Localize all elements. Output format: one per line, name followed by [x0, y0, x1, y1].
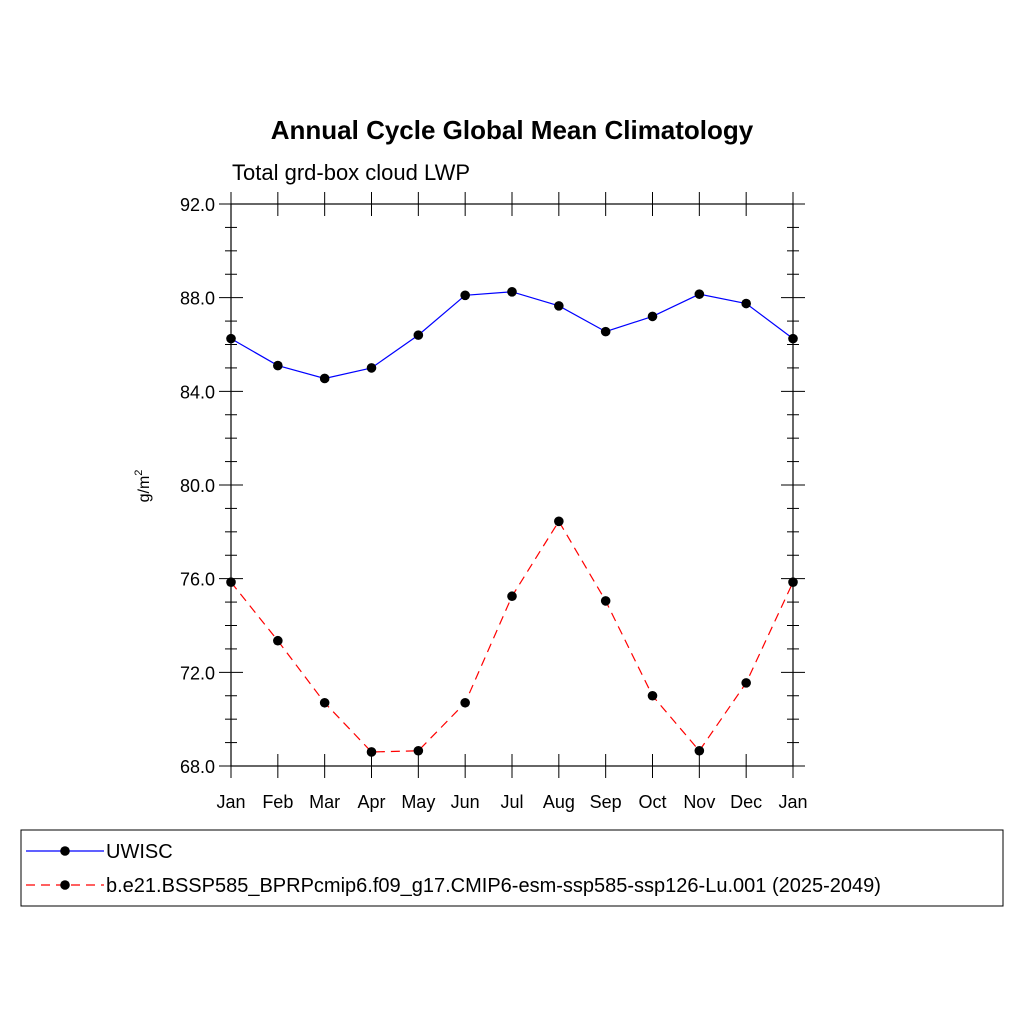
data-point-1-9: [647, 690, 658, 701]
x-tick-label: Mar: [309, 792, 340, 812]
data-point-0-10: [694, 289, 705, 299]
x-tick-labels: Jan Feb Mar Apr May Jun Jul Aug Sep Oct Nov Dec Jan: [216, 792, 807, 812]
legend-box: [20, 829, 1004, 907]
x-tick-label: Jan: [216, 792, 245, 812]
x-tick-label: Sep: [590, 792, 622, 812]
data-point-1-11: [741, 678, 751, 688]
legend: UWISC b.e21.BSSP585_BPRPcmip6.f09_g17.CM…: [20, 829, 1004, 907]
legend-marker-model: [60, 880, 70, 890]
y-tick-label: 68.0: [180, 757, 215, 777]
series-line-0: [230, 291, 794, 380]
legend-entry-model: b.e21.BSSP585_BPRPcmip6.f09_g17.CMIP6-es…: [26, 875, 881, 897]
x-tick-label: Feb: [262, 792, 293, 812]
y-axis-label: g/m2: [133, 470, 153, 503]
data-point-1-4: [413, 745, 424, 756]
data-point-0-6: [507, 287, 517, 297]
data-point-1-6: [507, 591, 517, 602]
x-tick-label: Jun: [451, 792, 480, 812]
legend-entry-uwisc: UWISC: [26, 841, 173, 863]
x-tick-label: May: [401, 792, 435, 812]
y-tick-label: 84.0: [180, 382, 215, 402]
minor-ticks: [225, 226, 799, 744]
data-point-0-5: [460, 290, 470, 301]
major-ticks: [219, 192, 805, 778]
y-axis-label-unit: g/m: [136, 476, 153, 503]
data-point-1-1: [273, 635, 283, 646]
data-point-0-1: [273, 360, 283, 371]
series-line-1: [230, 520, 794, 753]
data-point-0-7: [554, 301, 564, 311]
series-markers: [226, 287, 798, 757]
x-tick-label: Jan: [778, 792, 807, 812]
chart-title: Annual Cycle Global Mean Climatology: [271, 115, 754, 145]
data-point-1-3: [366, 747, 377, 757]
data-point-0-3: [366, 363, 377, 373]
x-tick-label: Aug: [543, 792, 575, 812]
y-tick-label: 76.0: [180, 570, 215, 590]
x-tick-label: Nov: [683, 792, 715, 812]
y-tick-label: 80.0: [180, 476, 215, 496]
data-point-0-4: [413, 330, 424, 340]
legend-label-uwisc: UWISC: [106, 841, 173, 863]
y-tick-label: 88.0: [180, 289, 215, 309]
x-tick-label: Oct: [638, 792, 666, 812]
data-point-1-8: [600, 596, 611, 606]
series-lines: [230, 291, 794, 753]
y-axis-label-superscript: 2: [133, 470, 145, 476]
data-point-0-8: [600, 326, 611, 337]
data-point-0-11: [741, 298, 751, 309]
y-tick-label: 92.0: [180, 195, 215, 215]
data-point-0-9: [647, 311, 658, 322]
legend-marker-uwisc: [60, 846, 70, 856]
chart-subtitle: Total grd-box cloud LWP: [232, 160, 470, 185]
y-tick-label: 72.0: [180, 663, 215, 683]
plot-frame: [230, 203, 794, 767]
x-tick-label: Jul: [500, 792, 523, 812]
x-tick-label: Apr: [357, 792, 385, 812]
y-tick-labels: 68.0 72.0 76.0 80.0 84.0 88.0 92.0: [180, 195, 215, 777]
legend-label-model: b.e21.BSSP585_BPRPcmip6.f09_g17.CMIP6-es…: [106, 875, 881, 897]
data-point-1-5: [460, 697, 470, 708]
data-point-0-2: [319, 373, 330, 384]
x-tick-label: Dec: [730, 792, 762, 812]
data-point-1-10: [694, 745, 705, 756]
data-point-1-2: [319, 697, 330, 708]
data-point-1-7: [554, 516, 564, 527]
